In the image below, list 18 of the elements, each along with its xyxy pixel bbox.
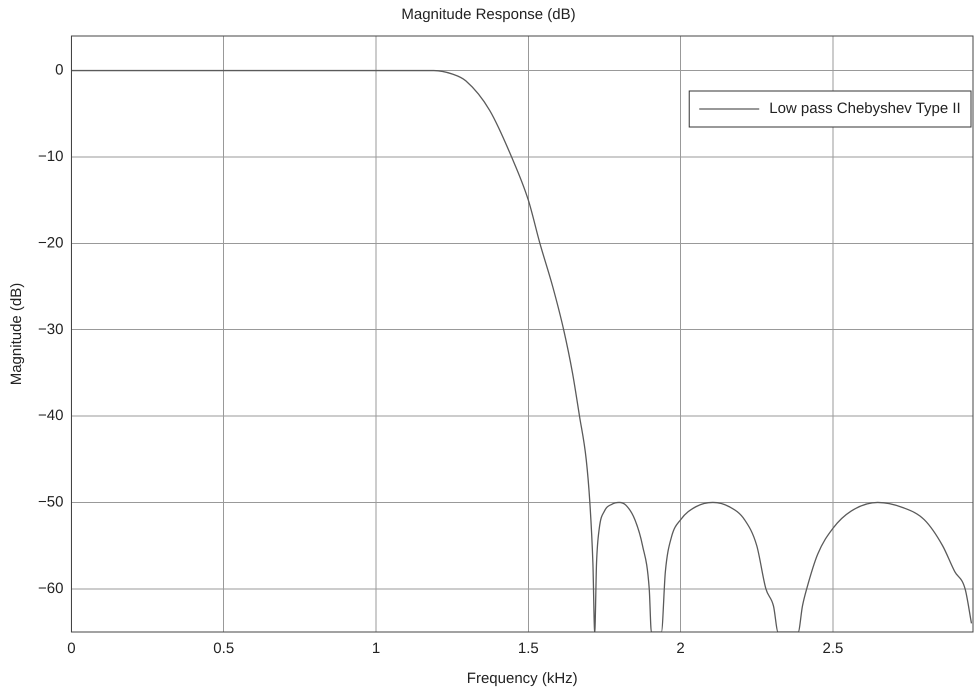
chart-title: Magnitude Response (dB) bbox=[401, 6, 576, 24]
line-series bbox=[71, 70, 972, 632]
x-tick-label: 1.5 bbox=[518, 640, 539, 658]
x-tick-label: 0.5 bbox=[213, 640, 234, 658]
y-tick-label: −30 bbox=[38, 320, 64, 338]
y-tick-label: −10 bbox=[38, 148, 64, 166]
y-axis-title: Magnitude (dB) bbox=[8, 282, 26, 386]
x-axis-title: Frequency (kHz) bbox=[466, 670, 578, 688]
x-tick-label: 0 bbox=[67, 640, 76, 658]
legend-label: Low pass Chebyshev Type II bbox=[769, 100, 961, 118]
y-tick-label: −40 bbox=[38, 407, 64, 424]
x-tick-label: 2 bbox=[676, 640, 685, 658]
y-tick-label: −60 bbox=[38, 580, 64, 597]
y-tick-label: −20 bbox=[38, 234, 64, 252]
x-tick-label: 2.5 bbox=[822, 640, 844, 658]
y-tick-label: 0 bbox=[55, 62, 64, 79]
x-tick-label: 1 bbox=[372, 640, 380, 658]
y-tick-label: −50 bbox=[38, 494, 64, 511]
